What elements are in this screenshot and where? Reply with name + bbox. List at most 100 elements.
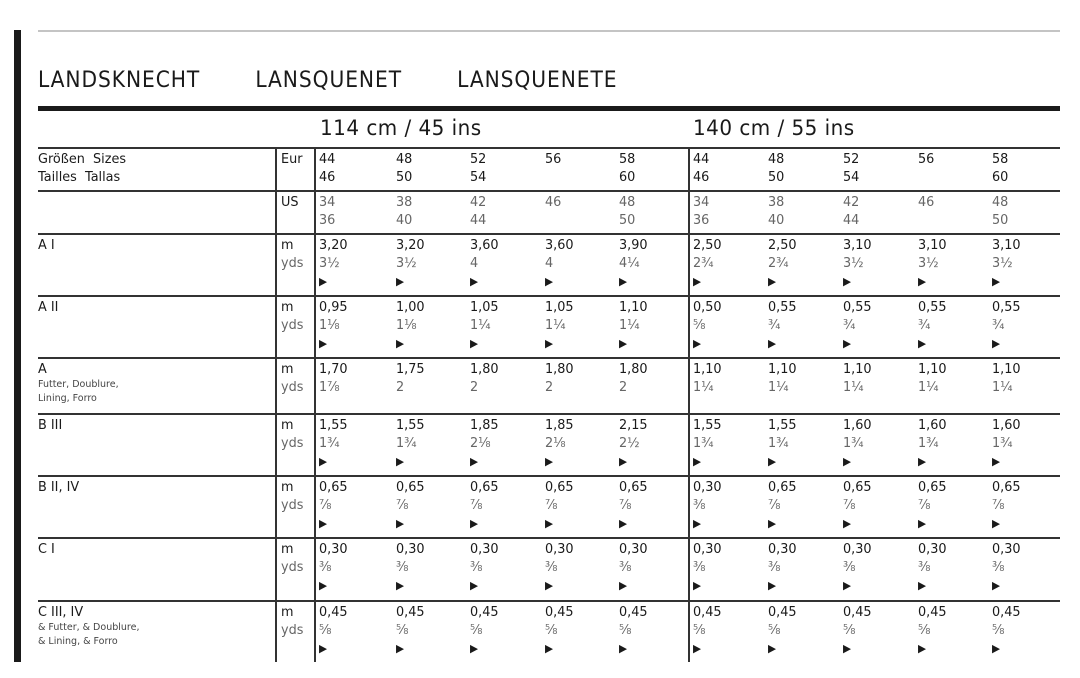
eur-size: 56 [918,151,935,167]
meters-value: 0,30 [470,541,499,557]
yards-value: 2⅛ [545,435,566,451]
us-size: 40 [768,212,785,228]
unit-m: m [281,541,294,557]
us-size: 50 [619,212,636,228]
yards-value: 3½ [992,255,1013,271]
us-size: 36 [319,212,336,228]
meters-value: 1,60 [918,417,947,433]
meters-value: 1,10 [693,361,722,377]
yards-value: 1¾ [319,435,340,451]
unit-yds: yds [281,622,304,638]
view-label: A I [38,237,55,253]
yards-value: 1¼ [693,379,714,395]
meters-value: 0,95 [319,299,348,315]
arrow-icon: ▶ [843,579,852,592]
us-size: 48 [619,194,636,210]
arrow-icon: ▶ [545,455,554,468]
view-sublabel: & Futter, & Doublure, [38,622,140,633]
arrow-icon: ▶ [843,517,852,530]
meters-value: 3,60 [470,237,499,253]
yards-value: ⅞ [768,497,781,513]
yards-value: ⅞ [470,497,483,513]
arrow-icon: ▶ [619,275,628,288]
yards-value: 1¼ [768,379,789,395]
us-size: 42 [843,194,860,210]
yards-value: 2 [470,379,479,395]
arrow-icon: ▶ [992,275,1001,288]
yards-value: 2 [545,379,554,395]
eur-size: 44 [319,151,336,167]
fabric-width-140: 140 cm / 55 ins [693,116,855,140]
yards-value: ¾ [918,317,931,333]
top-divider [38,30,1060,32]
eur-size: 50 [396,169,413,185]
eur-size: 52 [470,151,487,167]
arrow-icon: ▶ [470,517,479,530]
view-label: A II [38,299,59,315]
meters-value: 0,30 [992,541,1021,557]
yards-value: ⅞ [918,497,931,513]
yards-value: 2⅛ [470,435,491,451]
yards-value: 1¼ [619,317,640,333]
yards-value: 2 [396,379,405,395]
us-size: 40 [396,212,413,228]
arrow-icon: ▶ [545,517,554,530]
meters-value: 0,30 [768,541,797,557]
yards-value: 1¼ [470,317,491,333]
arrow-icon: ▶ [470,455,479,468]
arrow-icon: ▶ [319,337,328,350]
meters-value: 0,30 [918,541,947,557]
meters-value: 1,80 [619,361,648,377]
column-divider [688,148,690,662]
arrow-icon: ▶ [619,579,628,592]
us-size: 46 [918,194,935,210]
view-label: B II, IV [38,479,80,495]
meters-value: 3,60 [545,237,574,253]
arrow-icon: ▶ [396,579,405,592]
yards-value: 1¼ [545,317,566,333]
meters-value: 0,45 [693,604,722,620]
meters-value: 1,00 [396,299,425,315]
title-rule [38,106,1060,111]
arrow-icon: ▶ [693,455,702,468]
yards-value: ⅝ [396,622,409,638]
meters-value: 0,45 [843,604,872,620]
meters-value: 0,30 [693,541,722,557]
view-label: B III [38,417,63,433]
yards-value: 1¾ [992,435,1013,451]
meters-value: 0,30 [545,541,574,557]
yards-value: ⅞ [619,497,632,513]
unit-m: m [281,479,294,495]
arrow-icon: ▶ [396,642,405,655]
unit-m: m [281,604,294,620]
arrow-icon: ▶ [992,337,1001,350]
yards-value: ⅝ [918,622,931,638]
meters-value: 0,30 [619,541,648,557]
meters-value: 0,30 [693,479,722,495]
row-divider [38,357,1060,359]
us-size: 50 [992,212,1009,228]
yards-value: 1⅞ [319,379,340,395]
arrow-icon: ▶ [545,642,554,655]
meters-value: 3,10 [843,237,872,253]
us-size: 46 [545,194,562,210]
us-size: 48 [992,194,1009,210]
arrow-icon: ▶ [545,275,554,288]
meters-value: 1,55 [319,417,348,433]
yards-value: 1¼ [918,379,939,395]
meters-value: 0,45 [545,604,574,620]
us-size: 34 [693,194,710,210]
meters-value: 1,85 [470,417,499,433]
yards-value: 1¾ [396,435,417,451]
unit-yds: yds [281,559,304,575]
us-size: 36 [693,212,710,228]
us-size: 34 [319,194,336,210]
arrow-icon: ▶ [768,455,777,468]
yards-value: ⅞ [843,497,856,513]
arrow-icon: ▶ [843,455,852,468]
meters-value: 3,20 [396,237,425,253]
arrow-icon: ▶ [843,642,852,655]
eur-size: 60 [619,169,636,185]
us-size: 38 [396,194,413,210]
meters-value: 0,45 [768,604,797,620]
